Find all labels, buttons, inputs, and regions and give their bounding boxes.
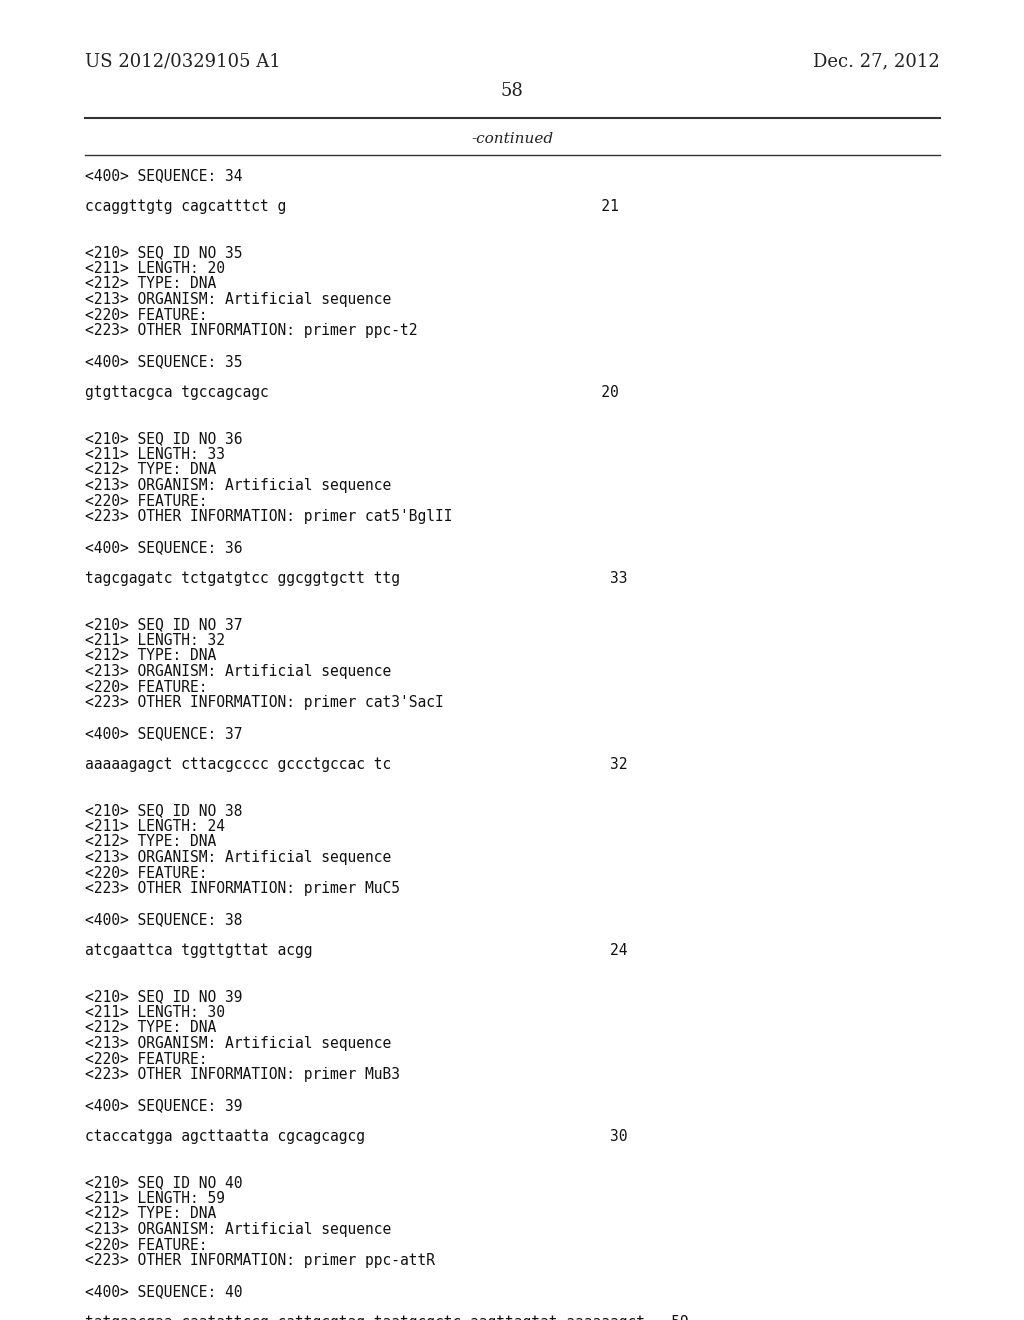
Text: <213> ORGANISM: Artificial sequence: <213> ORGANISM: Artificial sequence: [85, 664, 391, 678]
Text: <213> ORGANISM: Artificial sequence: <213> ORGANISM: Artificial sequence: [85, 1036, 391, 1051]
Text: <400> SEQUENCE: 37: <400> SEQUENCE: 37: [85, 726, 243, 741]
Text: <213> ORGANISM: Artificial sequence: <213> ORGANISM: Artificial sequence: [85, 292, 391, 308]
Text: <210> SEQ ID NO 37: <210> SEQ ID NO 37: [85, 618, 243, 632]
Text: <211> LENGTH: 30: <211> LENGTH: 30: [85, 1005, 225, 1020]
Text: <220> FEATURE:: <220> FEATURE:: [85, 1238, 208, 1253]
Text: <400> SEQUENCE: 39: <400> SEQUENCE: 39: [85, 1098, 243, 1113]
Text: tagcgagatc tctgatgtcc ggcggtgctt ttg                        33: tagcgagatc tctgatgtcc ggcggtgctt ttg 33: [85, 572, 628, 586]
Text: -continued: -continued: [471, 132, 553, 147]
Text: gtgttacgca tgccagcagc                                      20: gtgttacgca tgccagcagc 20: [85, 385, 618, 400]
Text: <223> OTHER INFORMATION: primer ppc-t2: <223> OTHER INFORMATION: primer ppc-t2: [85, 323, 418, 338]
Text: <220> FEATURE:: <220> FEATURE:: [85, 866, 208, 880]
Text: <211> LENGTH: 33: <211> LENGTH: 33: [85, 447, 225, 462]
Text: <211> LENGTH: 32: <211> LENGTH: 32: [85, 634, 225, 648]
Text: <223> OTHER INFORMATION: primer cat3'SacI: <223> OTHER INFORMATION: primer cat3'Sac…: [85, 696, 443, 710]
Text: <211> LENGTH: 24: <211> LENGTH: 24: [85, 818, 225, 834]
Text: <212> TYPE: DNA: <212> TYPE: DNA: [85, 834, 216, 850]
Text: <400> SEQUENCE: 40: <400> SEQUENCE: 40: [85, 1284, 243, 1299]
Text: <210> SEQ ID NO 36: <210> SEQ ID NO 36: [85, 432, 243, 446]
Text: <212> TYPE: DNA: <212> TYPE: DNA: [85, 1020, 216, 1035]
Text: aaaaagagct cttacgcccc gccctgccac tc                         32: aaaaagagct cttacgcccc gccctgccac tc 32: [85, 756, 628, 772]
Text: <211> LENGTH: 59: <211> LENGTH: 59: [85, 1191, 225, 1206]
Text: atcgaattca tggttgttat acgg                                  24: atcgaattca tggttgttat acgg 24: [85, 942, 628, 958]
Text: <212> TYPE: DNA: <212> TYPE: DNA: [85, 1206, 216, 1221]
Text: 58: 58: [501, 82, 523, 100]
Text: <220> FEATURE:: <220> FEATURE:: [85, 494, 208, 508]
Text: <212> TYPE: DNA: <212> TYPE: DNA: [85, 276, 216, 292]
Text: <213> ORGANISM: Artificial sequence: <213> ORGANISM: Artificial sequence: [85, 850, 391, 865]
Text: <211> LENGTH: 20: <211> LENGTH: 20: [85, 261, 225, 276]
Text: <210> SEQ ID NO 38: <210> SEQ ID NO 38: [85, 804, 243, 818]
Text: <220> FEATURE:: <220> FEATURE:: [85, 1052, 208, 1067]
Text: ccaggttgtg cagcatttct g                                    21: ccaggttgtg cagcatttct g 21: [85, 199, 618, 214]
Text: <400> SEQUENCE: 35: <400> SEQUENCE: 35: [85, 354, 243, 370]
Text: <400> SEQUENCE: 34: <400> SEQUENCE: 34: [85, 168, 243, 183]
Text: <212> TYPE: DNA: <212> TYPE: DNA: [85, 462, 216, 478]
Text: <210> SEQ ID NO 40: <210> SEQ ID NO 40: [85, 1176, 243, 1191]
Text: <210> SEQ ID NO 39: <210> SEQ ID NO 39: [85, 990, 243, 1005]
Text: <220> FEATURE:: <220> FEATURE:: [85, 308, 208, 322]
Text: Dec. 27, 2012: Dec. 27, 2012: [813, 51, 940, 70]
Text: <213> ORGANISM: Artificial sequence: <213> ORGANISM: Artificial sequence: [85, 1222, 391, 1237]
Text: <223> OTHER INFORMATION: primer MuC5: <223> OTHER INFORMATION: primer MuC5: [85, 880, 400, 896]
Text: <210> SEQ ID NO 35: <210> SEQ ID NO 35: [85, 246, 243, 260]
Text: <212> TYPE: DNA: <212> TYPE: DNA: [85, 648, 216, 664]
Text: <223> OTHER INFORMATION: primer MuB3: <223> OTHER INFORMATION: primer MuB3: [85, 1067, 400, 1082]
Text: ctaccatgga agcttaatta cgcagcagcg                            30: ctaccatgga agcttaatta cgcagcagcg 30: [85, 1129, 628, 1144]
Text: <400> SEQUENCE: 36: <400> SEQUENCE: 36: [85, 540, 243, 554]
Text: <400> SEQUENCE: 38: <400> SEQUENCE: 38: [85, 912, 243, 927]
Text: <220> FEATURE:: <220> FEATURE:: [85, 680, 208, 694]
Text: <223> OTHER INFORMATION: primer cat5'BglII: <223> OTHER INFORMATION: primer cat5'Bgl…: [85, 510, 453, 524]
Text: <213> ORGANISM: Artificial sequence: <213> ORGANISM: Artificial sequence: [85, 478, 391, 492]
Text: US 2012/0329105 A1: US 2012/0329105 A1: [85, 51, 281, 70]
Text: <223> OTHER INFORMATION: primer ppc-attR: <223> OTHER INFORMATION: primer ppc-attR: [85, 1253, 435, 1269]
Text: tatgaacgaa caatattccg cattgcgtag taatgcgctc aagttagtat aaaaaagct   59: tatgaacgaa caatattccg cattgcgtag taatgcg…: [85, 1315, 689, 1320]
